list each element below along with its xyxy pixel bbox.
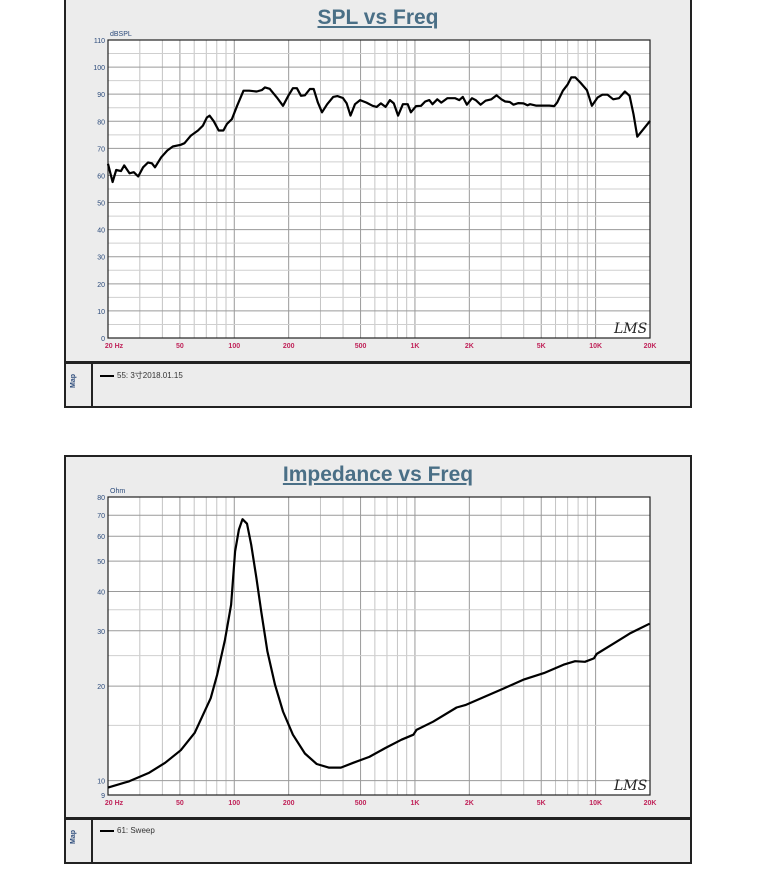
y-tick-label: 60 [97,534,105,541]
impedance-chart: 9 10 20 30 40 50 60 70 80 Ohm 20 Hz 50 100 200 500 1K 2K… [97,488,657,807]
y-tick-label: 70 [97,146,105,153]
chart-title: Impedance vs Freq [282,463,474,486]
series-line [107,518,651,789]
chart-title: SPL vs Freq [317,6,439,29]
x-tick-label: 200 [283,343,295,350]
x-tick-label: 20 Hz [105,343,124,350]
plot-border [107,496,651,796]
x-tick-label: 20 Hz [105,800,124,807]
x-tick-label: 100 [228,343,240,350]
map-label: Map [66,364,93,406]
y-tick-label: 60 [97,173,105,180]
x-tick-label: 2K [465,800,474,807]
y-tick-label: 10 [97,309,105,316]
lms-logo: LMS [613,321,647,337]
y-tick-label: 30 [97,255,105,262]
lms-logo: LMS [613,778,647,794]
y-tick-label: 40 [97,590,105,597]
y-tick-label: 110 [94,38,105,45]
x-tick-label: 20K [644,800,657,807]
x-tick-label: 10K [589,343,602,350]
y-tick-label: 90 [97,92,105,99]
y-tick-label: 70 [97,513,105,520]
y-tick-label: 80 [97,119,105,126]
spl-chart-panel: SPL vs Freq 0 10 20 30 40 50 60 70 80 90 100 110 dBS… [64,0,692,408]
y-tick-label: 50 [97,201,105,208]
x-tick-label: 500 [355,800,367,807]
legend-label: 61: Sweep [117,826,155,835]
x-tick-label: 5K [537,343,546,350]
y-tick-label: 100 [93,65,105,72]
y-tick-label: 20 [97,282,105,289]
y-axis-label: dBSPL [110,31,132,38]
x-tick-label: 2K [465,343,474,350]
legend-label: 55: 3寸2018.01.15 [117,371,183,380]
y-tick-label: 80 [97,495,105,502]
y-tick-label: 10 [97,779,105,786]
x-tick-label: 50 [176,800,184,807]
legend-item: 61: Sweep [100,826,155,835]
x-tick-label: 10K [589,800,602,807]
legend: Map 55: 3寸2018.01.15 [66,361,690,406]
x-tick-label: 100 [228,800,240,807]
plot-border [107,39,651,339]
spl-chart: 0 10 20 30 40 50 60 70 80 90 100 110 dBSPL 20 Hz 50 100… [93,31,657,350]
y-tick-label: 30 [97,629,105,636]
x-tick-label: 500 [355,343,367,350]
series-line [106,76,651,184]
x-tick-label: 20K [644,343,657,350]
y-tick-label: 9 [101,793,105,800]
legend-item: 55: 3寸2018.01.15 [100,370,183,381]
y-axis-label: Ohm [110,488,125,495]
x-tick-label: 1K [410,800,419,807]
impedance-chart-panel: Impedance vs Freq 9 10 20 30 40 50 60 70 80 Ohm 20… [64,455,692,864]
x-tick-label: 50 [176,343,184,350]
x-tick-label: 5K [537,800,546,807]
legend-swatch [100,829,114,832]
x-tick-label: 200 [283,800,295,807]
y-tick-label: 20 [97,684,105,691]
legend-swatch [100,374,114,377]
x-tick-label: 1K [410,343,419,350]
map-label: Map [66,820,93,862]
y-tick-label: 40 [97,228,105,235]
y-tick-label: 0 [101,336,105,343]
y-tick-label: 50 [97,559,105,566]
legend: Map 61: Sweep [66,817,690,862]
plot-area [108,497,650,795]
